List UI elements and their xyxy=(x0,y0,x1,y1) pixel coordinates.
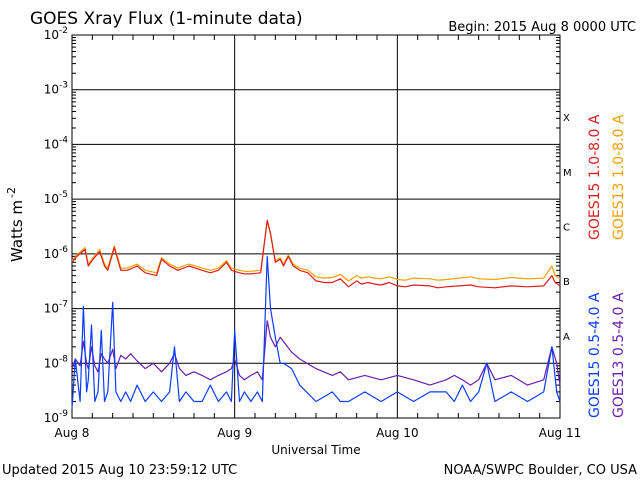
legend: GOES15 1.0-8.0 A GOES13 1.0-8.0 A GOES15 0… xyxy=(587,114,627,418)
y-tick-label: 10-5 xyxy=(44,190,68,206)
y-axis-ticks: 10-2 10-3 10-4 10-5 10-6 10-7 10-8 10-9 xyxy=(44,26,69,425)
series-line xyxy=(71,219,561,289)
y-tick-label: 10-6 xyxy=(44,245,69,261)
x-tick-label: Aug 10 xyxy=(376,426,419,440)
legend-entry: GOES15 0.5-4.0 A xyxy=(587,292,603,418)
flare-class-label: C xyxy=(563,223,570,234)
x-axis-label: Universal Time xyxy=(271,443,360,457)
chart-title: GOES Xray Flux (1-minute data) xyxy=(30,9,303,29)
flare-class-labels: X M C B A xyxy=(563,113,572,343)
x-tick-label: Aug 9 xyxy=(217,426,252,440)
x-tick-label: Aug 8 xyxy=(55,426,90,440)
plot-frame xyxy=(71,34,561,419)
credit-label: NOAA/SWPC Boulder, CO USA xyxy=(444,463,637,478)
x-tick-label: Aug 11 xyxy=(539,426,582,440)
x-axis-ticks: Aug 8 Aug 9 Aug 10 Aug 11 xyxy=(55,426,582,440)
y-tick-label: 10-4 xyxy=(44,135,69,151)
series-line xyxy=(71,255,561,409)
updated-label: Updated 2015 Aug 10 23:59:12 UTC xyxy=(2,463,237,478)
flare-class-label: A xyxy=(563,332,570,343)
legend-entry: GOES15 1.0-8.0 A xyxy=(587,114,603,240)
y-tick-label: 10-9 xyxy=(44,409,69,425)
flare-class-label: X xyxy=(563,113,570,124)
legend-entry: GOES13 1.0-8.0 A xyxy=(611,114,627,240)
legend-entry: GOES13 0.5-4.0 A xyxy=(611,292,627,418)
series-layer xyxy=(71,219,561,409)
series-line xyxy=(71,320,561,386)
flare-class-label: M xyxy=(563,168,572,179)
series-line xyxy=(71,220,561,282)
y-tick-label: 10-3 xyxy=(44,81,68,97)
gridlines xyxy=(72,35,560,418)
y-tick-label: 10-7 xyxy=(44,300,68,316)
begin-label: Begin: 2015 Aug 8 0000 UTC xyxy=(448,20,636,35)
y-tick-label: 10-2 xyxy=(44,26,68,42)
y-axis-label: Watts m-2 xyxy=(5,187,26,262)
flare-class-label: B xyxy=(563,277,570,288)
y-tick-label: 10-8 xyxy=(44,354,69,370)
